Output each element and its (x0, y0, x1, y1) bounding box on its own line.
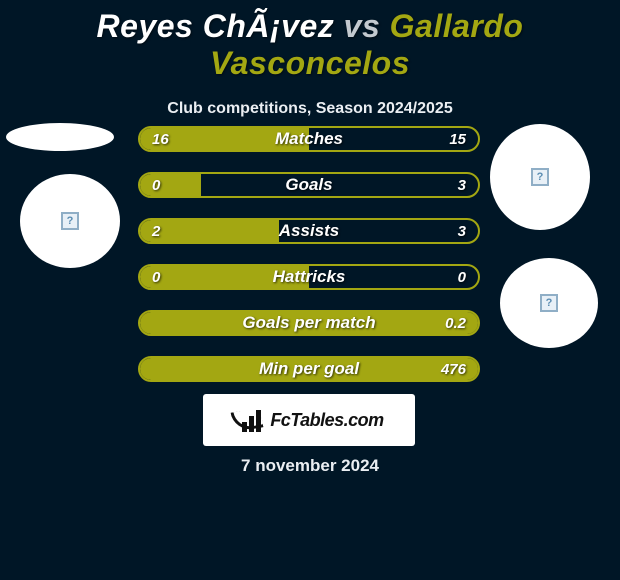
stat-row: Min per goal 476 (138, 356, 480, 382)
stat-label: Hattricks (273, 267, 346, 287)
player1-name: Reyes ChÃ¡vez (97, 8, 335, 44)
player2-avatar-circle-top: ? (490, 124, 590, 230)
stat-left-value: 0 (152, 269, 160, 286)
fctables-logo: FcTables.com (203, 394, 415, 446)
stat-right-value: 3 (458, 223, 466, 240)
stat-row: 16 Matches 15 (138, 126, 480, 152)
fctables-logo-icon (234, 408, 264, 432)
stat-right-value: 0.2 (445, 315, 466, 332)
decorative-ellipse (6, 123, 114, 151)
stat-row: 2 Assists 3 (138, 218, 480, 244)
stat-row: 0 Hattricks 0 (138, 264, 480, 290)
stat-right-value: 0 (458, 269, 466, 286)
stat-right-value: 3 (458, 177, 466, 194)
date-text: 7 november 2024 (0, 456, 620, 476)
stat-row: Goals per match 0.2 (138, 310, 480, 336)
stat-label: Goals per match (242, 313, 375, 333)
stat-label: Goals (285, 175, 332, 195)
player1-avatar-circle: ? (20, 174, 120, 268)
stat-left-value: 0 (152, 177, 160, 194)
stat-left-value: 16 (152, 131, 169, 148)
comparison-title: Reyes ChÃ¡vez vs Gallardo Vasconcelos (0, 0, 620, 82)
placeholder-icon: ? (61, 212, 79, 230)
player2-avatar-circle-bottom: ? (500, 258, 598, 348)
stat-fill (140, 220, 279, 242)
stat-label: Assists (279, 221, 339, 241)
placeholder-icon: ? (540, 294, 558, 312)
vs-text: vs (344, 8, 381, 44)
stat-row: 0 Goals 3 (138, 172, 480, 198)
subtitle-text: Club competitions, Season 2024/2025 (0, 100, 620, 118)
stat-label: Min per goal (259, 359, 359, 379)
stat-left-value: 2 (152, 223, 160, 240)
stat-right-value: 15 (449, 131, 466, 148)
stat-right-value: 476 (441, 361, 466, 378)
placeholder-icon: ? (531, 168, 549, 186)
stat-fill (140, 174, 201, 196)
stat-label: Matches (275, 129, 343, 149)
stats-bars-container: 16 Matches 15 0 Goals 3 2 Assists 3 0 Ha… (138, 126, 480, 402)
logo-text: FcTables.com (270, 410, 383, 431)
